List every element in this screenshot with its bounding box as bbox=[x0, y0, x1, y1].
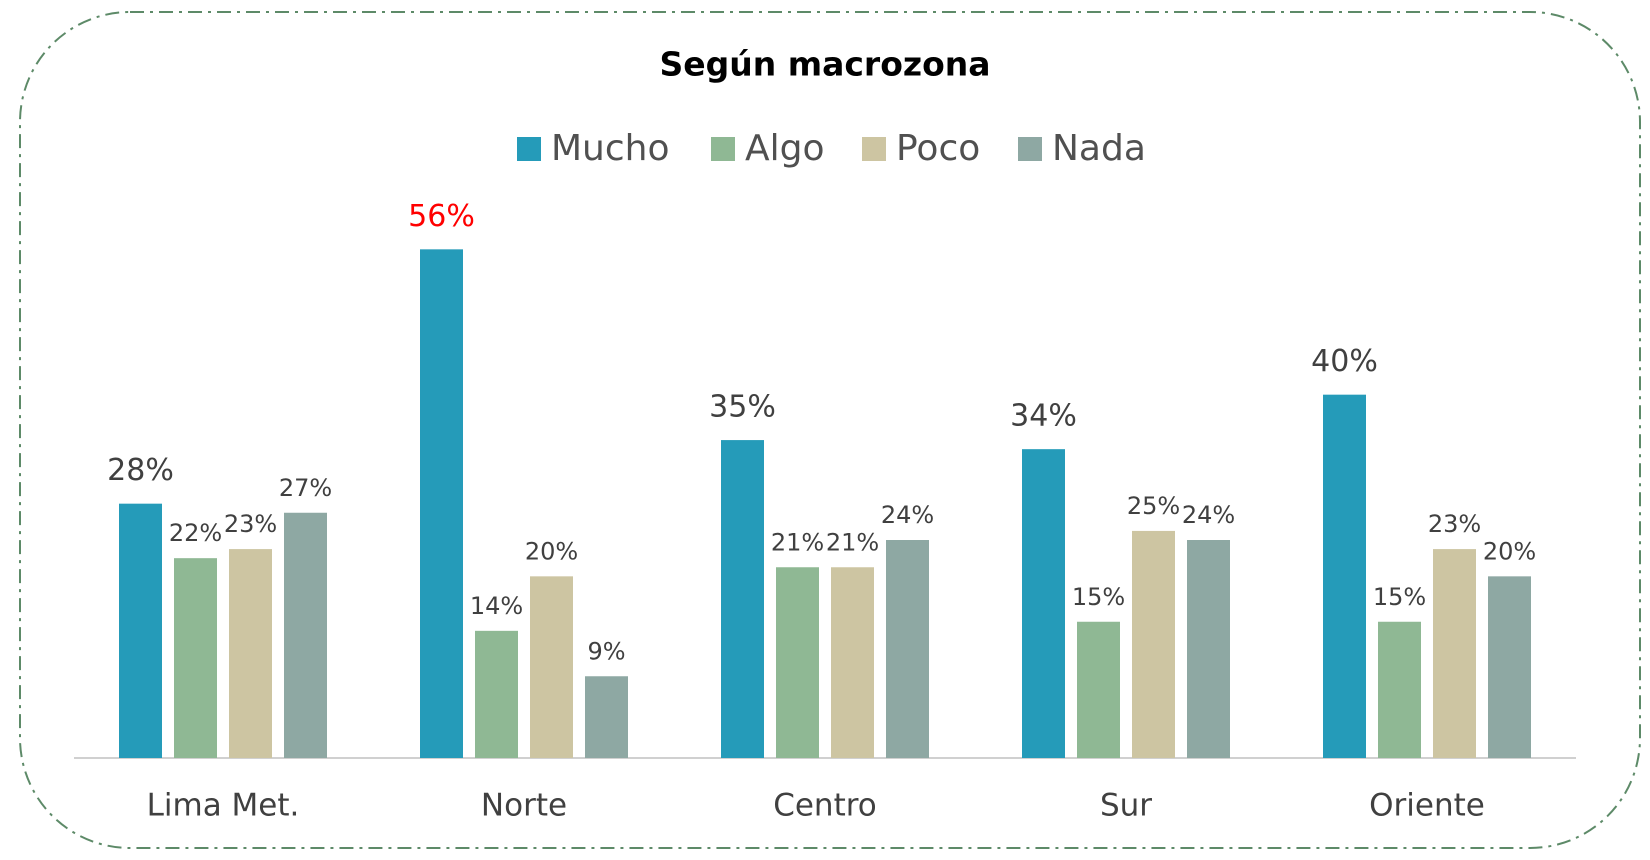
value-label: 23% bbox=[1428, 510, 1481, 538]
bar bbox=[174, 558, 217, 758]
value-label: 20% bbox=[1483, 537, 1536, 565]
x-tick-label: Sur bbox=[1100, 788, 1152, 824]
bar bbox=[585, 676, 628, 758]
value-label: 22% bbox=[169, 519, 222, 547]
value-label: 24% bbox=[1182, 501, 1235, 529]
legend-swatch bbox=[1018, 137, 1042, 161]
value-label: 28% bbox=[107, 453, 174, 488]
x-tick-label: Oriente bbox=[1369, 788, 1485, 824]
value-label: 27% bbox=[279, 474, 332, 502]
chart-title: Según macrozona bbox=[659, 45, 990, 84]
bar bbox=[1488, 576, 1531, 758]
value-label: 15% bbox=[1373, 583, 1426, 611]
bar bbox=[1323, 394, 1366, 758]
bar bbox=[530, 576, 573, 758]
legend-swatch bbox=[711, 137, 735, 161]
value-label: 56% bbox=[408, 199, 475, 234]
bar bbox=[119, 503, 162, 758]
bar bbox=[1433, 549, 1476, 758]
x-tick-label: Centro bbox=[773, 788, 877, 824]
bar bbox=[475, 630, 518, 758]
value-label: 14% bbox=[470, 592, 523, 620]
bar bbox=[1132, 530, 1175, 758]
value-label: 35% bbox=[709, 390, 776, 425]
bar bbox=[1077, 621, 1120, 758]
value-label: 20% bbox=[525, 537, 578, 565]
legend-label: Nada bbox=[1052, 128, 1146, 169]
legend-label: Algo bbox=[745, 128, 825, 169]
legend-label: Poco bbox=[896, 128, 980, 169]
value-label: 40% bbox=[1311, 344, 1378, 379]
legend-swatch bbox=[862, 137, 886, 161]
value-label: 25% bbox=[1127, 492, 1180, 520]
bar bbox=[420, 249, 463, 759]
legend-swatch bbox=[517, 137, 541, 161]
bar bbox=[1378, 621, 1421, 758]
value-label: 21% bbox=[771, 528, 824, 556]
bar bbox=[831, 567, 874, 758]
value-label: 24% bbox=[881, 501, 934, 529]
bar bbox=[776, 567, 819, 758]
frame bbox=[19, 11, 1641, 849]
value-label: 34% bbox=[1010, 399, 1077, 434]
bar bbox=[229, 549, 272, 758]
bar bbox=[284, 512, 327, 758]
value-label: 21% bbox=[826, 528, 879, 556]
x-tick-label: Norte bbox=[481, 788, 567, 824]
bar bbox=[1022, 449, 1065, 758]
x-tick-label: Lima Met. bbox=[147, 788, 300, 824]
bar bbox=[721, 440, 764, 758]
legend-label: Mucho bbox=[551, 128, 670, 169]
value-label: 9% bbox=[587, 637, 625, 665]
bar bbox=[1187, 540, 1230, 758]
bar bbox=[886, 540, 929, 758]
value-label: 15% bbox=[1072, 583, 1125, 611]
value-label: 23% bbox=[224, 510, 277, 538]
